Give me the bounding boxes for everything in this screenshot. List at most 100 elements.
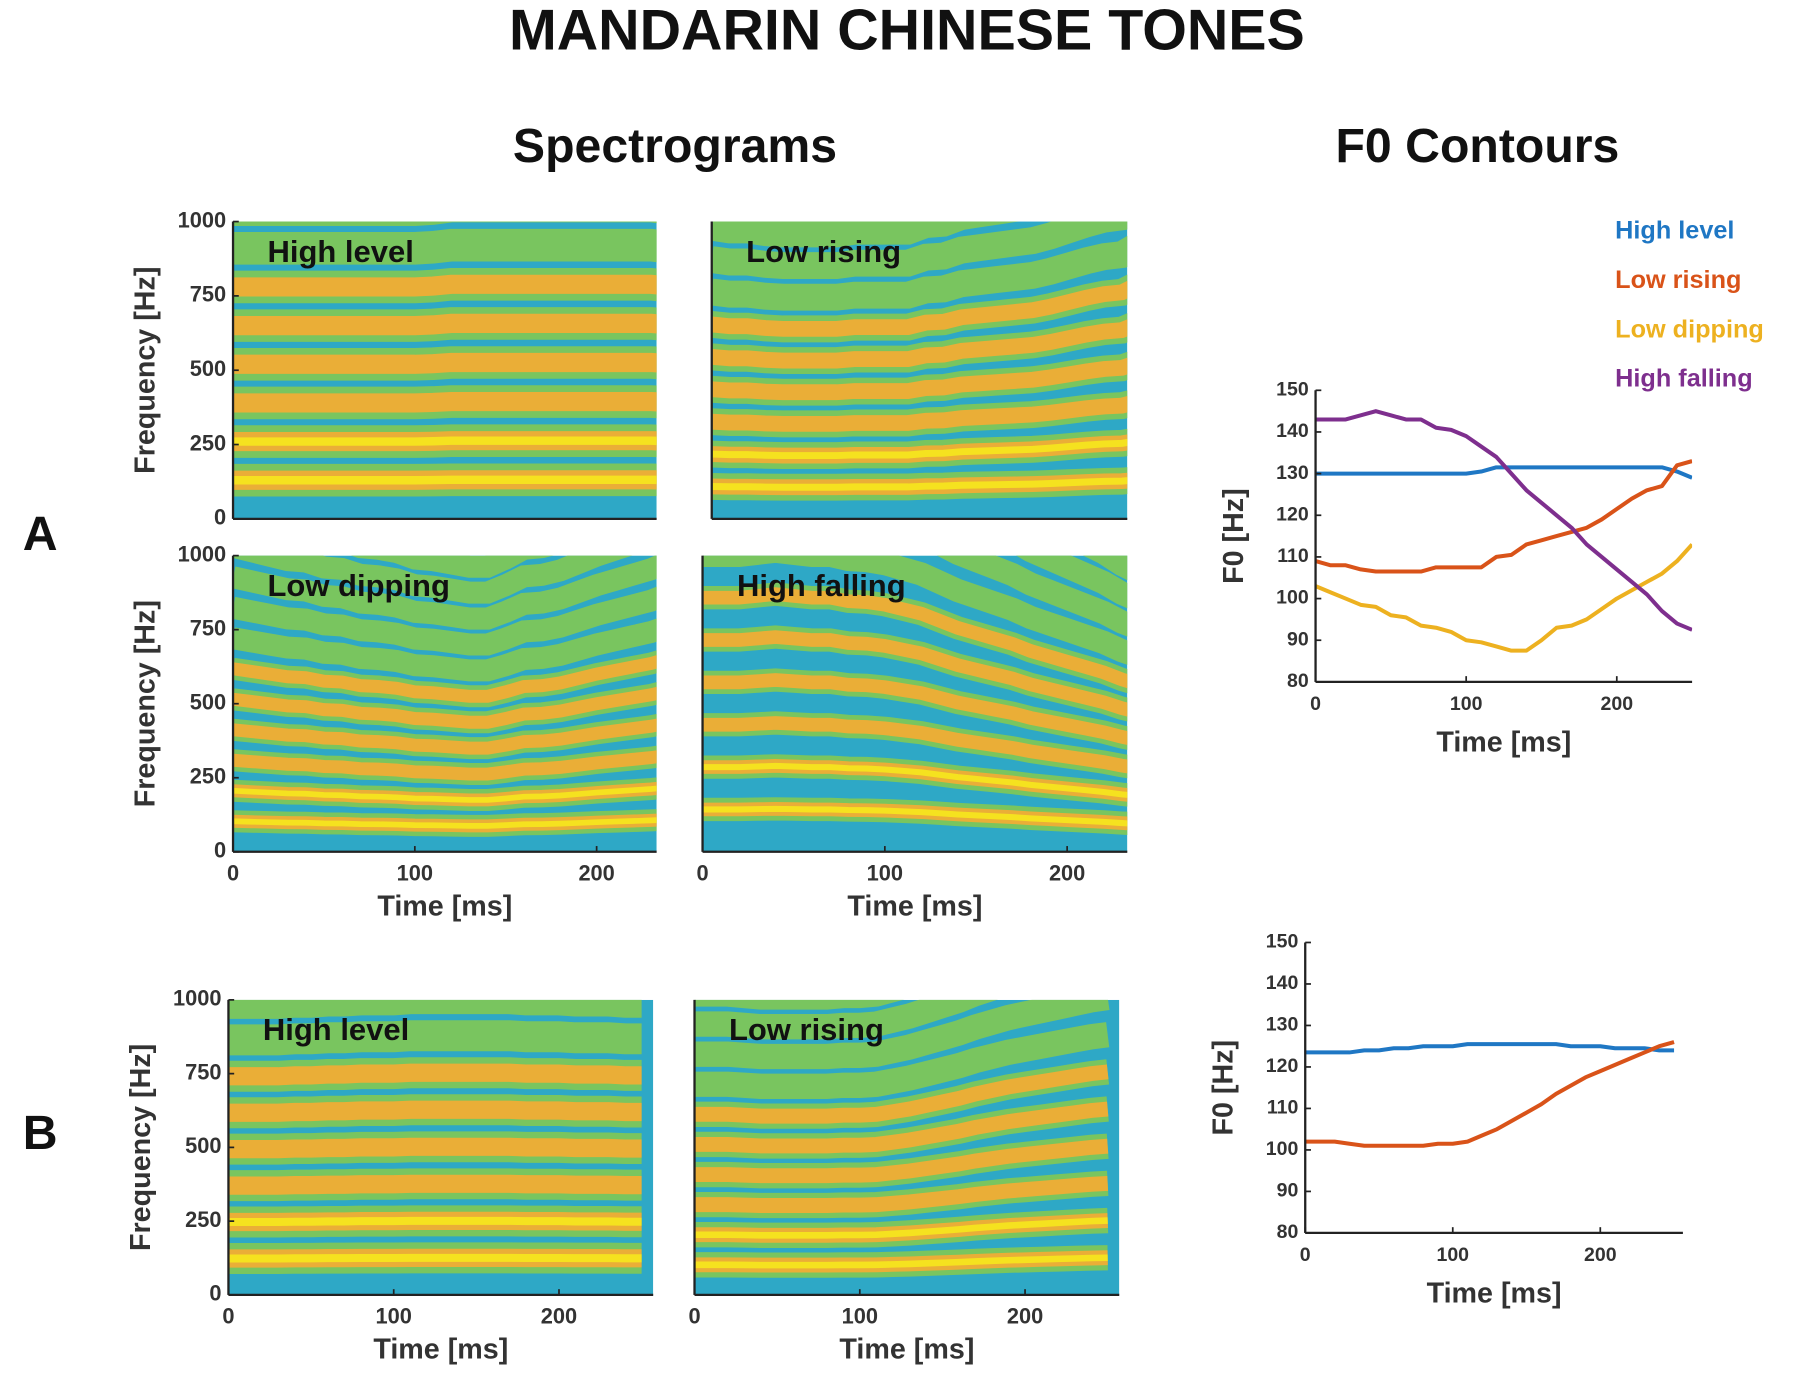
x-tick-label: 200 — [1584, 1244, 1617, 1266]
y-tick-label: 250 — [190, 430, 226, 455]
harmonic-band — [694, 1175, 1109, 1213]
figure-title: MANDARIN CHINESE TONES — [509, 0, 1305, 63]
harmonic-band — [233, 221, 657, 226]
legend-entry: High falling — [1615, 365, 1752, 393]
y-tick-label: 250 — [185, 1207, 221, 1232]
y-axis-label: Frequency [Hz] — [130, 600, 162, 807]
harmonic-band — [937, 555, 1128, 637]
harmonic-band — [228, 1020, 642, 1056]
harmonic-band — [711, 396, 1128, 432]
x-axis-label: Time [ms] — [1436, 726, 1571, 758]
panel-label: A — [23, 507, 58, 561]
y-tick-label: 500 — [190, 356, 226, 381]
harmonic-band — [233, 475, 657, 485]
harmonic-band — [694, 999, 1110, 1070]
x-tick-label: 200 — [1601, 693, 1634, 715]
harmonic-band — [233, 555, 657, 630]
y-axis-label: Frequency [Hz] — [125, 1044, 157, 1251]
y-tick-label: 750 — [190, 615, 226, 640]
heading: F0 Contours — [1335, 119, 1619, 173]
harmonic-band — [711, 438, 1128, 460]
harmonic-band — [233, 785, 657, 803]
y-tick-label: 1000 — [178, 541, 227, 566]
y-tick-label: 100 — [1266, 1138, 1299, 1160]
harmonic-band — [228, 999, 642, 1019]
harmonic-band — [702, 587, 1128, 689]
y-tick-label: 0 — [209, 1281, 221, 1306]
spectrogram-label: Low rising — [746, 234, 901, 269]
harmonic-band — [233, 313, 657, 336]
x-tick-label: 200 — [541, 1304, 577, 1329]
harmonic-band — [351, 555, 554, 578]
harmonic-band — [228, 1137, 642, 1159]
y-tick-label: 750 — [185, 1059, 221, 1084]
harmonic-band — [694, 1138, 1109, 1184]
x-tick-label: 200 — [1007, 1304, 1043, 1329]
spectrogram — [233, 221, 657, 519]
f0-line — [1305, 1042, 1675, 1055]
y-tick-label: 250 — [190, 764, 226, 789]
y-tick-label: 80 — [1277, 1221, 1299, 1243]
harmonic-band — [233, 586, 657, 656]
harmonic-band — [711, 235, 1128, 311]
harmonic-band — [233, 718, 657, 755]
spectrogram — [702, 555, 1128, 852]
spectrogram-label: High level — [263, 1012, 409, 1047]
x-axis-label: Time [ms] — [377, 891, 512, 923]
harmonic-band — [694, 1101, 1109, 1154]
x-axis-label: Time [ms] — [839, 1334, 974, 1366]
y-tick-label: 0 — [214, 505, 226, 530]
y-axis-label: F0 [Hz] — [1218, 488, 1250, 584]
x-tick-label: 200 — [1049, 861, 1085, 886]
harmonic-band — [233, 436, 657, 446]
x-axis-label: Time [ms] — [847, 891, 982, 923]
f0-line — [1315, 409, 1693, 632]
y-tick-label: 1000 — [173, 986, 222, 1011]
x-tick-label: 100 — [1450, 693, 1483, 715]
harmonic-band — [694, 1064, 1109, 1124]
legend-entry: High level — [1615, 217, 1734, 245]
plot-area — [1315, 390, 1693, 682]
harmonic-band — [228, 1253, 642, 1263]
y-tick-label: 130 — [1276, 462, 1309, 484]
x-tick-label: 0 — [222, 1304, 234, 1329]
harmonic-band — [228, 1063, 642, 1086]
harmonic-band — [711, 280, 1128, 337]
harmonic-band — [694, 999, 998, 1040]
plot-background — [1305, 942, 1683, 1233]
harmonic-band — [711, 477, 1128, 491]
harmonic-band — [228, 1216, 642, 1227]
harmonic-band — [702, 630, 1128, 717]
harmonic-band — [233, 817, 657, 829]
y-axis-label: Frequency [Hz] — [130, 267, 162, 474]
heading: Spectrograms — [513, 119, 837, 173]
x-tick-label: 0 — [227, 861, 239, 886]
harmonic-band — [694, 1254, 1108, 1269]
y-tick-label: 120 — [1276, 503, 1309, 525]
spectrogram-label: High level — [267, 234, 413, 269]
harmonic-band — [1016, 555, 1128, 609]
x-tick-label: 200 — [578, 861, 614, 886]
harmonic-band — [233, 274, 657, 297]
legend-entry: Low rising — [1615, 266, 1741, 294]
y-tick-label: 80 — [1287, 670, 1309, 692]
harmonic-band — [233, 655, 657, 703]
harmonic-band — [233, 352, 657, 374]
y-tick-label: 90 — [1277, 1180, 1299, 1202]
f0-line — [1315, 459, 1693, 574]
y-tick-label: 110 — [1267, 1097, 1299, 1119]
spectrogram — [711, 221, 1128, 519]
x-tick-label: 100 — [397, 861, 433, 886]
y-tick-label: 100 — [1276, 587, 1309, 609]
harmonic-band — [702, 762, 1128, 798]
y-tick-label: 0 — [214, 838, 226, 863]
y-tick-label: 140 — [1276, 420, 1309, 442]
y-tick-label: 1000 — [178, 207, 227, 232]
x-tick-label: 0 — [1300, 1244, 1311, 1266]
y-tick-label: 500 — [190, 689, 226, 714]
harmonic-band — [233, 618, 657, 682]
f0-line — [1305, 1040, 1675, 1148]
harmonic-band — [711, 319, 1128, 369]
y-tick-label: 130 — [1266, 1014, 1299, 1036]
